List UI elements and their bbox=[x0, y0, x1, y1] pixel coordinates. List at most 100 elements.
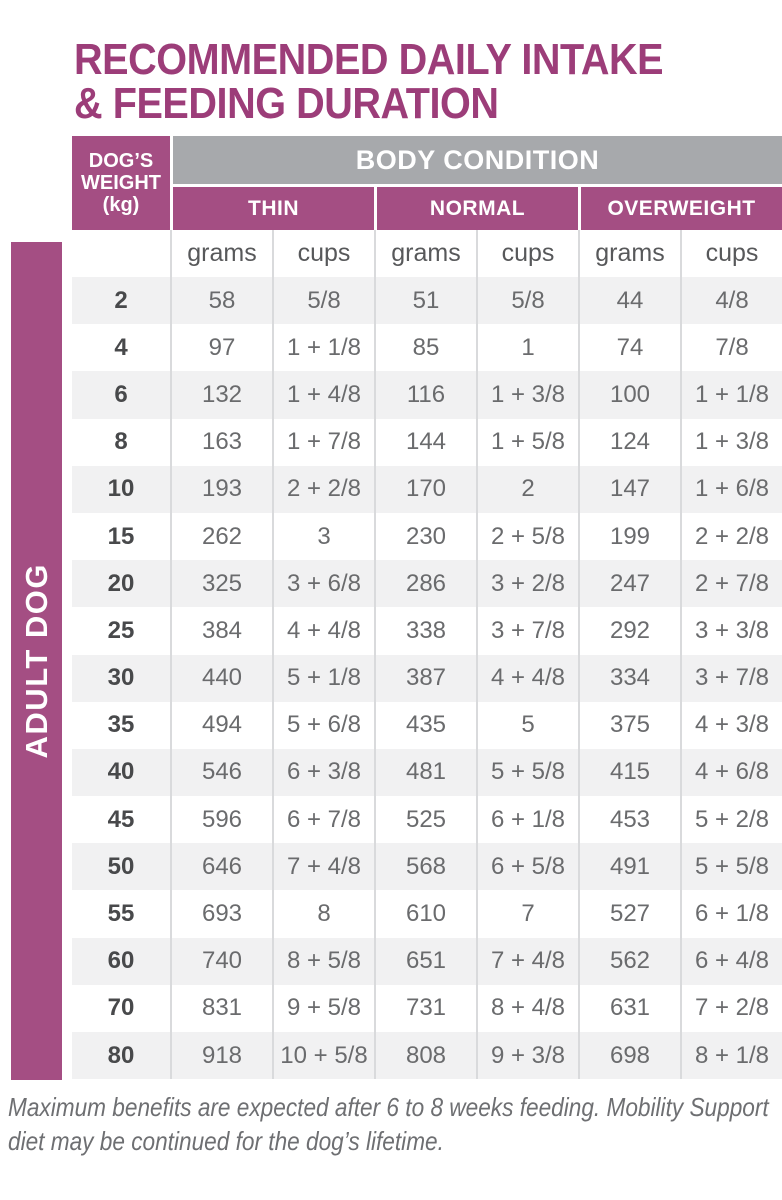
value-cell: 1 + 1/8 bbox=[272, 324, 374, 372]
value-cell: 491 bbox=[578, 843, 680, 891]
table-row: 10 193 2 + 2/8 170 2 147 1 + 6/8 bbox=[72, 465, 782, 513]
group-header-normal: NORMAL bbox=[374, 184, 578, 230]
value-cell: 5 + 1/8 bbox=[272, 654, 374, 702]
value-cell: 325 bbox=[170, 560, 272, 608]
weight-cell: 10 bbox=[107, 475, 135, 503]
weight-header-line1: DOG’S bbox=[88, 150, 154, 172]
value-cell: 9 + 3/8 bbox=[476, 1032, 578, 1080]
value-cell: 292 bbox=[578, 607, 680, 655]
weight-cell: 50 bbox=[107, 852, 135, 880]
value-cell: 2 bbox=[476, 465, 578, 513]
units-row: grams cups grams cups grams cups bbox=[72, 230, 782, 277]
value-cell: 8 + 4/8 bbox=[476, 984, 578, 1032]
value-cell: 8 + 5/8 bbox=[272, 937, 374, 985]
value-cell: 116 bbox=[374, 371, 476, 419]
value-cell: 494 bbox=[170, 701, 272, 749]
value-cell: 7 + 4/8 bbox=[476, 937, 578, 985]
weight-cell: 40 bbox=[107, 758, 135, 786]
table-row: 55 693 8 610 7 527 6 + 1/8 bbox=[72, 890, 782, 938]
value-cell: 1 bbox=[476, 324, 578, 372]
table-row: 2 58 5/8 51 5/8 44 4/8 bbox=[72, 277, 782, 325]
value-cell: 193 bbox=[170, 465, 272, 513]
value-cell: 651 bbox=[374, 937, 476, 985]
value-cell: 199 bbox=[578, 512, 680, 561]
value-cell: 1 + 3/8 bbox=[476, 371, 578, 419]
value-cell: 3 + 7/8 bbox=[680, 654, 782, 702]
value-cell: 3 + 3/8 bbox=[680, 607, 782, 655]
unit-header-cell: grams bbox=[578, 230, 680, 277]
table-row: 20 325 3 + 6/8 286 3 + 2/8 247 2 + 7/8 bbox=[72, 560, 782, 608]
value-cell: 5 + 5/8 bbox=[476, 748, 578, 797]
value-cell: 6 + 7/8 bbox=[272, 796, 374, 844]
weight-cell: 30 bbox=[107, 664, 135, 692]
value-cell: 3 bbox=[272, 512, 374, 561]
value-cell: 147 bbox=[578, 465, 680, 513]
table-row: 60 740 8 + 5/8 651 7 + 4/8 562 6 + 4/8 bbox=[72, 937, 782, 985]
value-cell: 5/8 bbox=[272, 277, 374, 325]
value-cell: 831 bbox=[170, 984, 272, 1032]
value-cell: 481 bbox=[374, 748, 476, 797]
value-cell: 5 + 5/8 bbox=[680, 843, 782, 891]
value-cell: 375 bbox=[578, 701, 680, 749]
footnote: Maximum benefits are expected after 6 to… bbox=[8, 1090, 774, 1158]
value-cell: 9 + 5/8 bbox=[272, 984, 374, 1032]
value-cell: 338 bbox=[374, 607, 476, 655]
value-cell: 596 bbox=[170, 796, 272, 844]
weight-cell: 6 bbox=[114, 380, 128, 408]
value-cell: 1 + 7/8 bbox=[272, 418, 374, 466]
value-cell: 4 + 6/8 bbox=[680, 748, 782, 797]
weight-cell: 70 bbox=[107, 994, 135, 1022]
unit-header-cell: grams bbox=[170, 230, 272, 277]
value-cell: 124 bbox=[578, 418, 680, 466]
value-cell: 6 + 3/8 bbox=[272, 748, 374, 797]
weight-cell: 35 bbox=[107, 711, 135, 739]
value-cell: 7 bbox=[476, 890, 578, 938]
weight-cell: 2 bbox=[114, 286, 128, 314]
value-cell: 230 bbox=[374, 512, 476, 561]
value-cell: 1 + 6/8 bbox=[680, 465, 782, 513]
value-cell: 6 + 5/8 bbox=[476, 843, 578, 891]
value-cell: 4 + 4/8 bbox=[272, 607, 374, 655]
value-cell: 6 + 1/8 bbox=[476, 796, 578, 844]
value-cell: 286 bbox=[374, 560, 476, 608]
table-row: 80 918 10 + 5/8 808 9 + 3/8 698 8 + 1/8 bbox=[72, 1032, 782, 1080]
table-row: 70 831 9 + 5/8 731 8 + 4/8 631 7 + 2/8 bbox=[72, 984, 782, 1032]
value-cell: 247 bbox=[578, 560, 680, 608]
value-cell: 631 bbox=[578, 984, 680, 1032]
group-header-thin: THIN bbox=[170, 184, 374, 230]
value-cell: 5/8 bbox=[476, 277, 578, 325]
value-cell: 440 bbox=[170, 654, 272, 702]
weight-cell: 4 bbox=[114, 333, 128, 361]
table-row: 50 646 7 + 4/8 568 6 + 5/8 491 5 + 5/8 bbox=[72, 843, 782, 891]
units-spacer-cell bbox=[72, 230, 170, 277]
value-cell: 546 bbox=[170, 748, 272, 797]
value-cell: 262 bbox=[170, 512, 272, 561]
value-cell: 3 + 7/8 bbox=[476, 607, 578, 655]
adult-dog-band: ADULT DOG bbox=[11, 242, 62, 1080]
value-cell: 334 bbox=[578, 654, 680, 702]
value-cell: 918 bbox=[170, 1032, 272, 1080]
value-cell: 562 bbox=[578, 937, 680, 985]
value-cell: 74 bbox=[578, 324, 680, 372]
value-cell: 740 bbox=[170, 937, 272, 985]
value-cell: 808 bbox=[374, 1032, 476, 1080]
value-cell: 2 + 5/8 bbox=[476, 512, 578, 561]
page-title-line1: RECOMMENDED DAILY INTAKE bbox=[74, 35, 664, 84]
value-cell: 58 bbox=[170, 277, 272, 325]
unit-header-cell: grams bbox=[374, 230, 476, 277]
value-cell: 731 bbox=[374, 984, 476, 1032]
weight-cell: 25 bbox=[107, 616, 135, 644]
weight-header-line3: (kg) bbox=[102, 194, 140, 216]
value-cell: 2 + 2/8 bbox=[680, 512, 782, 561]
weight-header-line2: WEIGHT bbox=[81, 172, 161, 194]
value-cell: 85 bbox=[374, 324, 476, 372]
table-row: 8 163 1 + 7/8 144 1 + 5/8 124 1 + 3/8 bbox=[72, 418, 782, 466]
value-cell: 6 + 1/8 bbox=[680, 890, 782, 938]
unit-header-cell: cups bbox=[476, 230, 578, 277]
value-cell: 7 + 2/8 bbox=[680, 984, 782, 1032]
value-cell: 1 + 1/8 bbox=[680, 371, 782, 419]
value-cell: 3 + 2/8 bbox=[476, 560, 578, 608]
value-cell: 8 + 1/8 bbox=[680, 1032, 782, 1080]
weight-cell: 80 bbox=[107, 1041, 135, 1069]
table-body: 2 58 5/8 51 5/8 44 4/8 4 97 1 + 1/8 85 1 74 7/8 6 132 1 … bbox=[72, 277, 782, 1080]
